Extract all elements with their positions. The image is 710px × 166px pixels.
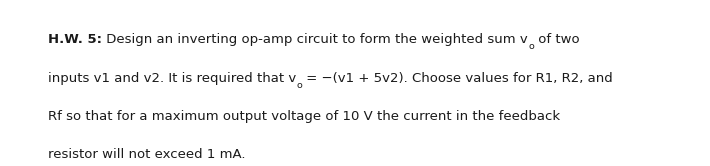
Text: o: o (528, 42, 534, 51)
Text: H.W. 5:: H.W. 5: (48, 33, 102, 46)
Text: resistor will not exceed 1 mA.: resistor will not exceed 1 mA. (48, 148, 246, 161)
Text: = −(v1 + 5v2). Choose values for R1, R2, and: = −(v1 + 5v2). Choose values for R1, R2,… (302, 72, 613, 85)
Text: o: o (297, 81, 302, 90)
Text: Rf so that for a maximum output voltage of 10 V the current in the feedback: Rf so that for a maximum output voltage … (48, 110, 560, 123)
Text: of two: of two (534, 33, 579, 46)
Text: Design an inverting op-amp circuit to form the weighted sum v: Design an inverting op-amp circuit to fo… (102, 33, 528, 46)
Text: inputs v1 and v2. It is required that v: inputs v1 and v2. It is required that v (48, 72, 297, 85)
